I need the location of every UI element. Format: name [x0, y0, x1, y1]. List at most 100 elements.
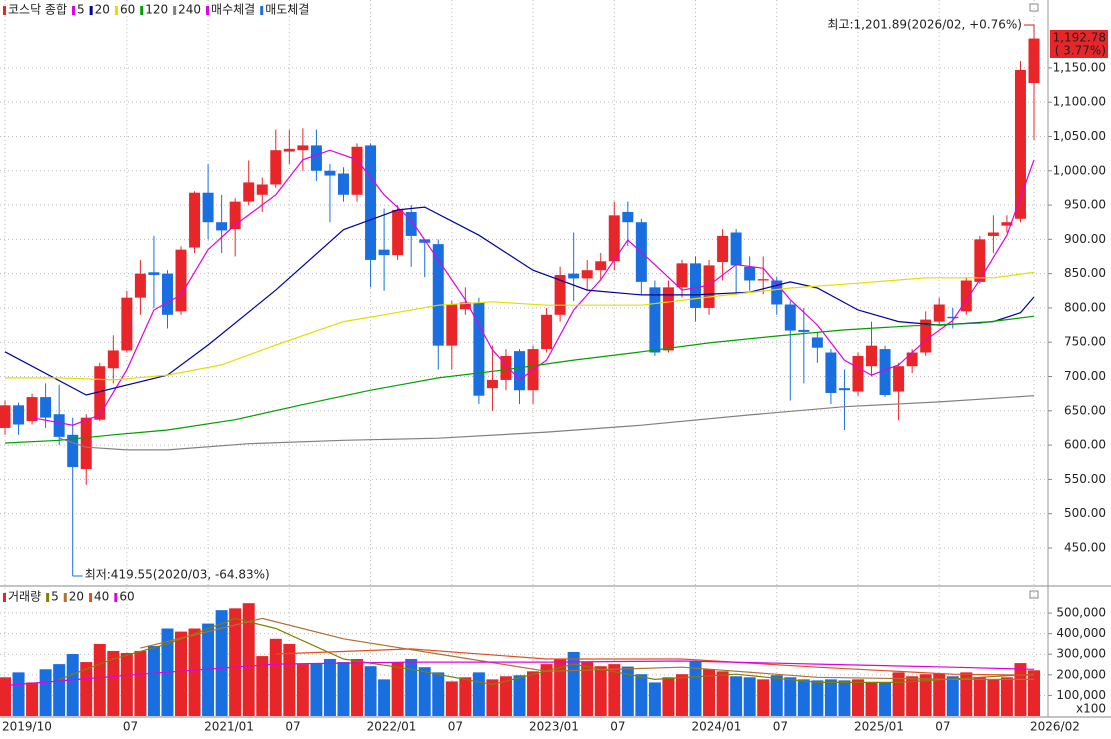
x-tick-label: 07: [935, 720, 950, 734]
volume-bar: [648, 682, 661, 716]
volume-bar: [418, 667, 431, 716]
volume-bar: [987, 679, 1000, 716]
x-tick-label: 07: [123, 720, 138, 734]
line-series: [31, 149, 1035, 426]
candle-body: [310, 145, 322, 171]
candle-body: [500, 355, 512, 380]
candle-body: [40, 397, 52, 418]
volume-bar: [432, 672, 445, 716]
volume-bar: [757, 679, 770, 716]
legend-label: 240: [178, 3, 201, 17]
x-tick-label: 07: [285, 720, 300, 734]
volume-bar: [242, 603, 255, 716]
volume-bar: [351, 658, 364, 716]
last-price-box: [1050, 30, 1108, 58]
candle-body: [148, 272, 160, 276]
volume-bar: [229, 608, 242, 716]
legend-swatch: [46, 593, 50, 602]
volume-bar: [256, 656, 269, 716]
y-tick-label: 400,000: [1056, 626, 1106, 640]
high-annotation: 최고:1,201.89(2026/02, +0.76%): [827, 18, 1022, 32]
candle-body: [446, 304, 458, 346]
volume-bar: [323, 658, 336, 716]
candle-body: [13, 405, 25, 425]
candle-body: [0, 405, 11, 428]
line-series: [59, 395, 1035, 451]
volume-bar: [445, 681, 458, 716]
candle-body: [161, 273, 173, 315]
volume-bar: [594, 666, 607, 716]
candle-body: [365, 145, 377, 260]
y-tick-label: 600.00: [1064, 438, 1106, 452]
volume-bar: [703, 669, 716, 716]
line-series: [275, 648, 1035, 676]
volume-bar: [215, 610, 228, 716]
volume-bar: [581, 662, 594, 716]
volume-bar: [120, 653, 133, 716]
candle-body: [811, 337, 823, 348]
x-tick-label: 07: [773, 720, 788, 734]
unit-label: x100: [1076, 702, 1106, 716]
volume-bar: [933, 673, 946, 716]
volume-bar: [662, 677, 675, 716]
volume-bar: [797, 679, 810, 716]
candle-body: [229, 201, 241, 230]
volume-bar: [188, 628, 201, 716]
legend-swatch: [140, 6, 144, 15]
volume-bar: [459, 677, 472, 716]
volume-bar: [0, 677, 11, 716]
candle-body: [838, 388, 850, 391]
volume-bar: [960, 672, 973, 716]
legend-label: 매도체결: [265, 3, 309, 17]
candle-body: [283, 148, 295, 152]
x-tick-label: 07: [448, 720, 463, 734]
candle-body: [189, 192, 201, 248]
candle-body: [649, 287, 661, 353]
volume-bar: [499, 676, 512, 716]
y-tick-label: 1,000.00: [1053, 163, 1106, 177]
volume-bar: [53, 664, 66, 716]
volume-bar: [784, 677, 797, 716]
candle-body: [1028, 38, 1040, 83]
volume-bar: [567, 651, 580, 716]
volume-bar: [838, 680, 851, 716]
candle-body: [947, 316, 959, 319]
volume-bar: [730, 676, 743, 716]
volume-bar: [80, 662, 93, 716]
candle-body: [622, 211, 634, 223]
volume-bar: [540, 664, 553, 716]
volume-bar: [716, 671, 729, 716]
legend-swatch: [89, 593, 93, 602]
legend-label: 20: [95, 3, 110, 17]
line-series: [4, 315, 1035, 444]
legend-label: 코스닥 종합: [8, 3, 67, 17]
candle-body: [974, 239, 986, 282]
volume-bar: [1014, 663, 1027, 716]
candle-body: [784, 304, 796, 331]
candle-body: [1001, 222, 1013, 226]
legend-label: 거래량: [8, 590, 41, 604]
candle-body: [94, 366, 106, 420]
volume-bar: [865, 682, 878, 716]
candle-body: [893, 366, 905, 392]
legend-label: 매수체결: [211, 3, 255, 17]
volume-bar: [310, 663, 323, 716]
volume-bar: [513, 675, 526, 716]
candle-body: [852, 355, 864, 392]
legend-label: 120: [145, 3, 168, 17]
volume-bar: [973, 677, 986, 716]
candle-body: [920, 319, 932, 353]
y-tick-label: 850.00: [1064, 266, 1106, 280]
candle-body: [676, 263, 688, 288]
panel-button[interactable]: [1029, 590, 1039, 599]
last-change-label: ( 3.77%): [1055, 44, 1106, 58]
volume-bar: [608, 664, 621, 716]
low-annotation: 최저:419.55(2020/03, -64.83%): [85, 568, 270, 582]
y-tick-label: 550.00: [1064, 472, 1106, 486]
volume-bar: [675, 674, 688, 716]
volume-bar: [26, 682, 39, 716]
candle-body: [202, 192, 214, 223]
candle-body: [378, 249, 390, 256]
volume-bar: [906, 676, 919, 716]
legend-swatch: [3, 6, 6, 15]
